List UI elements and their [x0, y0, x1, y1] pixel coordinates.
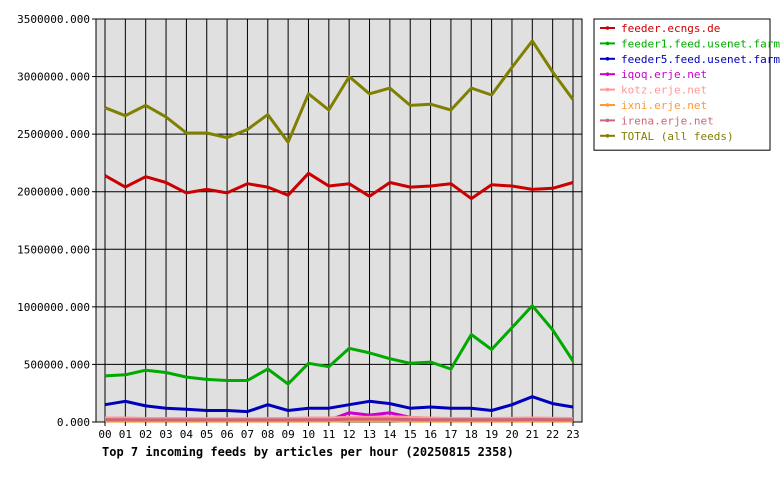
axes: 00 01 02 03 04 05 06 07 08 09 10 11 12 13 14 15 16 17 18 19…	[17, 13, 579, 441]
x-tick-label: 15	[404, 428, 417, 441]
legend-marker	[605, 57, 610, 61]
legend-marker	[605, 26, 610, 30]
legend-label: TOTAL (all feeds)	[621, 130, 734, 143]
legend-marker	[605, 103, 610, 107]
y-tick-label: 0.000	[57, 416, 90, 429]
legend-label: irena.erje.net	[621, 114, 714, 127]
legend-label: kotz.erje.net	[621, 84, 707, 97]
y-tick-label: 2500000.000	[17, 128, 90, 141]
x-tick-label: 08	[261, 428, 274, 441]
legend-marker	[605, 72, 610, 76]
legend-box	[593, 18, 771, 151]
x-tick-label: 00	[98, 428, 111, 441]
x-tick-label: 14	[383, 428, 397, 441]
y-tick-label: 1000000.000	[17, 301, 90, 314]
y-tick-label: 2000000.000	[17, 186, 90, 199]
y-tick-label: 3000000.000	[17, 71, 90, 84]
x-tick-label: 11	[322, 428, 335, 441]
legend-label: feeder1.feed.usenet.farm	[621, 37, 780, 50]
legend-label: feeder5.feed.usenet.farm	[621, 53, 780, 66]
x-tick-label: 17	[444, 428, 457, 441]
series-line-1	[104, 304, 575, 386]
series-line-6	[105, 417, 573, 422]
x-tick-label: 16	[424, 428, 437, 441]
x-tick-label: 23	[566, 428, 579, 441]
x-tick-label: 12	[343, 428, 356, 441]
x-tick-label: 09	[282, 428, 295, 441]
legend-label: iqoq.erje.net	[621, 68, 707, 81]
x-tick-label: 04	[180, 428, 194, 441]
x-tick-label: 13	[363, 428, 376, 441]
x-tick-label: 18	[465, 428, 478, 441]
legend-marker	[605, 41, 610, 46]
series-group	[104, 39, 575, 423]
legend-label: feeder.ecngs.de	[621, 22, 720, 35]
x-tick-label: 02	[139, 428, 152, 441]
x-tick-label: 20	[505, 428, 518, 441]
x-tick-label: 06	[220, 428, 233, 441]
x-tick-label: 19	[485, 428, 498, 441]
x-tick-label: 22	[546, 428, 559, 441]
legend-label: ixni.erje.net	[621, 99, 707, 112]
x-tick-label: 07	[241, 428, 254, 441]
series-line-0	[104, 171, 574, 201]
legend: feeder.ecngs.de feeder1.feed.usenet.farm f…	[593, 18, 780, 151]
series-line-2	[104, 395, 574, 414]
legend-marker	[605, 134, 610, 138]
x-tick-label: 05	[200, 428, 213, 441]
x-tick-label: 10	[302, 428, 315, 441]
y-tick-label: 1500000.000	[17, 243, 90, 256]
x-tick-label: 03	[159, 428, 172, 441]
x-tick-label: 01	[119, 428, 132, 441]
plot-area	[95, 18, 583, 423]
chart-title: Top 7 incoming feeds by articles per hou…	[102, 445, 514, 459]
y-tick-label: 3500000.000	[17, 13, 90, 26]
legend-marker	[605, 87, 610, 92]
x-tick-label: 21	[526, 428, 539, 441]
legend-marker	[605, 118, 610, 123]
y-tick-label: 500000.000	[24, 358, 90, 371]
series-line-7	[104, 39, 575, 144]
